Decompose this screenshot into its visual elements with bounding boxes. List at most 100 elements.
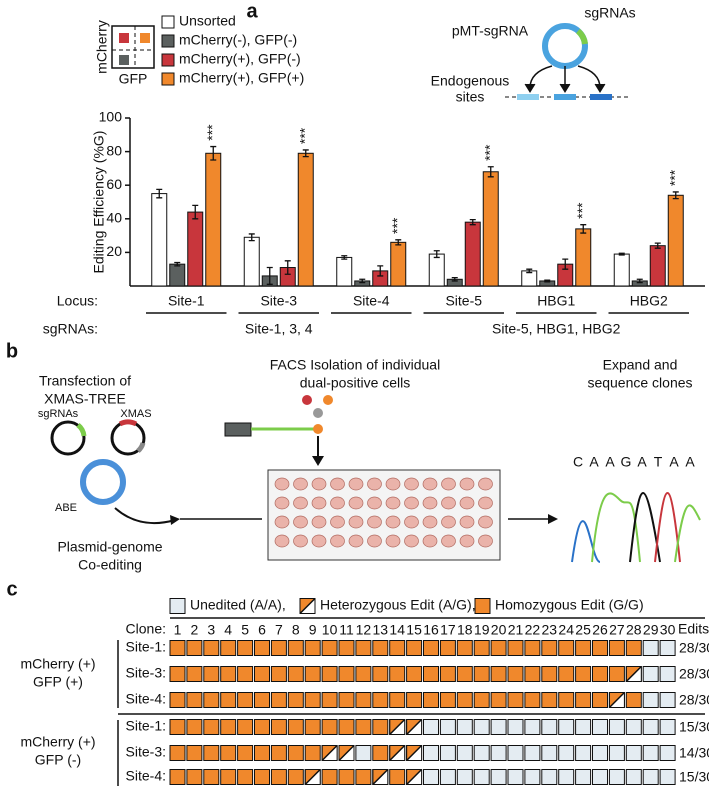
well — [459, 534, 475, 548]
cell-box — [575, 640, 592, 656]
error-bar — [395, 239, 402, 246]
clone-cell — [608, 640, 625, 656]
clone-cell — [423, 745, 439, 761]
cell-box — [304, 692, 321, 708]
cell-box — [321, 769, 338, 785]
cell-box — [473, 640, 490, 656]
plasmid-label: pMT-sgRNA — [452, 23, 529, 39]
clone-cell — [473, 692, 490, 708]
cell-box — [270, 666, 287, 682]
clone-cell — [456, 640, 473, 656]
cell-box — [642, 692, 659, 708]
clone-cell — [423, 692, 439, 708]
clone-cell — [541, 745, 558, 761]
clone-cell — [659, 719, 676, 735]
clone-cell — [304, 745, 321, 761]
cell-diagonal — [406, 744, 423, 762]
base-letter: A — [637, 454, 647, 470]
well — [330, 477, 345, 491]
cell-box — [287, 692, 304, 708]
cell-box — [355, 769, 372, 785]
cell-box — [270, 640, 287, 656]
clone-cell — [507, 745, 524, 761]
clone-number: 19 — [474, 622, 490, 638]
clone-cell — [169, 769, 186, 785]
cell-box — [592, 769, 608, 785]
clone-cell — [338, 692, 355, 708]
clone-number: 21 — [508, 622, 524, 638]
coediting-label: Co-editing — [78, 557, 142, 573]
clone-cell — [659, 692, 676, 708]
error-bar — [210, 145, 217, 161]
clone-number: 5 — [241, 622, 249, 638]
group-axis-label: sgRNAs: — [43, 321, 98, 337]
inset-y-label: mCherry — [94, 20, 110, 74]
cell-diagonal — [406, 718, 423, 736]
arrow — [114, 507, 176, 525]
clone-cell — [169, 745, 186, 761]
clone-cell — [592, 666, 608, 682]
trace — [654, 492, 681, 563]
clone-cell — [659, 640, 676, 656]
well — [385, 477, 401, 491]
cell-box — [558, 692, 575, 708]
clone-cell — [220, 640, 237, 656]
cell-box — [287, 745, 304, 761]
error-bar — [672, 191, 679, 200]
cell-box — [423, 640, 439, 656]
clone-cell — [372, 666, 389, 682]
x-tick-label: Site-5 — [445, 293, 482, 309]
cell-box — [203, 666, 220, 682]
clone-cell — [304, 719, 321, 735]
cell-diagonal — [372, 768, 389, 786]
clone-cell — [338, 719, 355, 735]
cell — [302, 395, 312, 405]
cell-box — [524, 666, 541, 682]
site — [517, 94, 539, 100]
cell-box — [439, 666, 456, 682]
clone-cell — [541, 719, 558, 735]
well — [293, 496, 308, 510]
step-title: Transfection of — [39, 373, 131, 389]
cell-box — [541, 692, 558, 708]
sites-label: sites — [456, 89, 485, 105]
clone-cell — [355, 692, 372, 708]
coediting-label: Plasmid-genome — [57, 539, 162, 555]
cell-box — [254, 666, 270, 682]
clone-cell — [304, 666, 321, 682]
cell-box — [625, 769, 642, 785]
cell-box — [490, 769, 507, 785]
clone-cell — [456, 666, 473, 682]
cell-box — [186, 640, 203, 656]
cell-box — [220, 666, 237, 682]
legend-swatch — [161, 72, 175, 86]
clone-cell — [439, 745, 456, 761]
row-label: Site-3: — [126, 744, 166, 760]
cell-box — [237, 769, 254, 785]
cell-box — [659, 745, 676, 761]
clone-cell — [608, 666, 625, 682]
cell-box — [169, 745, 186, 761]
cell-box — [541, 666, 558, 682]
clone-cell — [608, 745, 625, 761]
clone-cell — [490, 640, 507, 656]
clone-cell — [304, 640, 321, 656]
cell-box — [372, 745, 389, 761]
bar — [649, 245, 666, 287]
well — [459, 496, 475, 510]
clone-cell — [372, 745, 389, 761]
clone-cell — [287, 666, 304, 682]
cell-box — [642, 719, 659, 735]
error-bar — [174, 261, 181, 267]
cell-box — [203, 640, 220, 656]
clone-cell — [186, 719, 203, 735]
well — [404, 534, 419, 548]
well — [385, 496, 401, 510]
cell-box — [439, 719, 456, 735]
error-bar — [156, 188, 163, 199]
clone-cell — [237, 745, 254, 761]
cell-box — [389, 692, 406, 708]
clone-number: 28 — [626, 622, 642, 638]
clone-cell — [524, 719, 541, 735]
